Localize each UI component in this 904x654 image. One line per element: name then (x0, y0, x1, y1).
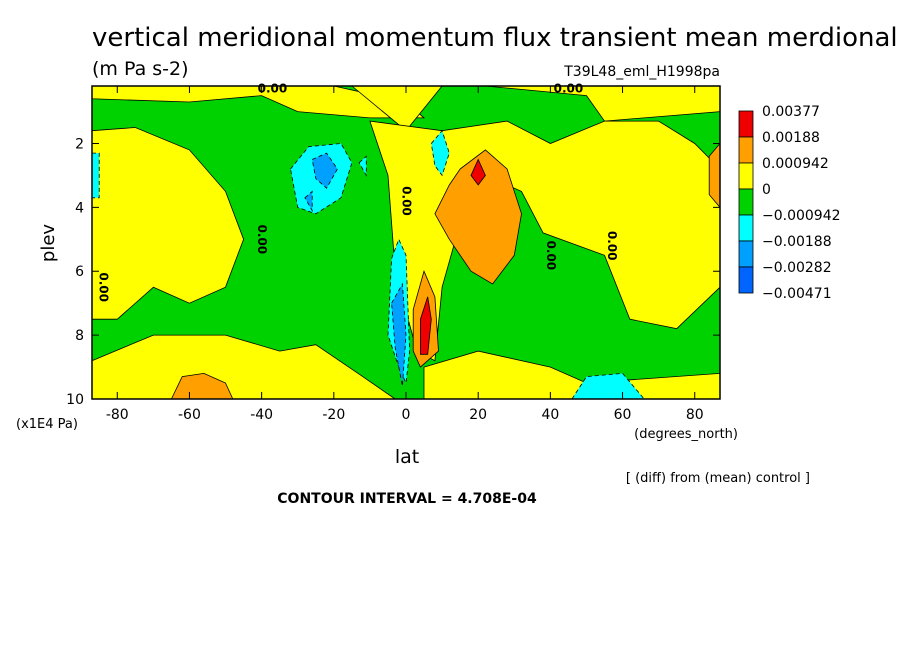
legend-swatch (738, 266, 754, 294)
contour-label-1: 0.00 (258, 82, 288, 96)
contour-label-2: 0.00 (554, 82, 584, 96)
contour-region-4 (91, 127, 245, 320)
comparison-note: [ (diff) from (mean) control ] (626, 471, 810, 486)
y-axis-units: (x1E4 Pa) (16, 417, 78, 432)
contour-region-19 (358, 155, 367, 177)
contour-region-18 (91, 152, 100, 199)
x-tick-label: 0 (402, 407, 411, 423)
y-axis: 2 4 6 8 10 (66, 136, 720, 408)
y-tick-label: 10 (66, 392, 84, 408)
legend-swatch (738, 240, 754, 268)
legend-label: 0.000942 (762, 156, 829, 172)
y-tick-label: 6 (75, 264, 84, 280)
x-tick-label: -20 (322, 407, 345, 423)
x-tick-label: 40 (541, 407, 559, 423)
contour-region-13 (419, 296, 432, 355)
legend-swatch (738, 214, 754, 242)
x-tick-label: -40 (250, 407, 273, 423)
x-tick-label: -80 (106, 407, 129, 423)
contour-label-3: 0.00 (96, 272, 110, 302)
legend-label: 0.00188 (762, 130, 820, 146)
x-tick-label: 20 (469, 407, 487, 423)
contour-region-21 (391, 282, 407, 387)
legend: 0.00377 0.00188 0.000942 0 −0.000942 −0.00188… (738, 104, 841, 302)
contour-label-5: 0.00 (400, 186, 414, 216)
contour-interval-label: CONTOUR INTERVAL = 4.708E-04 (277, 491, 537, 507)
legend-swatch (738, 110, 754, 138)
x-axis: -80 -60 -40 -20 0 20 40 60 80 (106, 86, 704, 423)
legend-swatch (738, 136, 754, 164)
contour-region-20 (311, 152, 338, 189)
x-tick-label: 60 (614, 407, 632, 423)
x-axis-units: (degrees_north) (634, 427, 738, 442)
contour-region-16 (430, 129, 450, 177)
contour-label-4: 0.00 (255, 225, 269, 255)
chart-title: vertical meridional momentum flux transi… (92, 23, 898, 53)
legend-label: −0.00188 (762, 234, 832, 250)
contour-region-12 (470, 158, 486, 186)
legend-label: 0 (762, 182, 771, 198)
contour-region-8 (434, 149, 522, 285)
legend-label: −0.00471 (762, 286, 832, 302)
x-axis-label: lat (395, 446, 419, 468)
chart-subtitle: (m Pa s-2) (92, 58, 189, 80)
contour-labels: 0.00 0.00 0.00 0.00 0.00 0.00 0.00 (96, 82, 619, 302)
y-tick-label: 2 (75, 136, 84, 152)
legend-label: 0.00377 (762, 104, 820, 120)
x-tick-label: -60 (178, 407, 201, 423)
legend-label: −0.000942 (762, 208, 841, 224)
contour-region-22 (304, 190, 313, 213)
legend-label: −0.00282 (762, 260, 832, 276)
y-tick-label: 4 (75, 200, 84, 216)
contour-label-6: 0.00 (544, 240, 558, 270)
y-axis-label: plev (38, 224, 59, 263)
y-tick-label: 8 (75, 328, 84, 344)
contour-regions (91, 85, 721, 400)
contour-label-7: 0.00 (605, 231, 619, 261)
plot-area: 0.00 0.00 0.00 0.00 0.00 0.00 0.00 (91, 82, 721, 400)
x-tick-label: 80 (686, 407, 704, 423)
legend-swatch (738, 162, 754, 190)
legend-swatch (738, 188, 754, 216)
experiment-label: T39L48_eml_H1998pa (563, 64, 720, 80)
